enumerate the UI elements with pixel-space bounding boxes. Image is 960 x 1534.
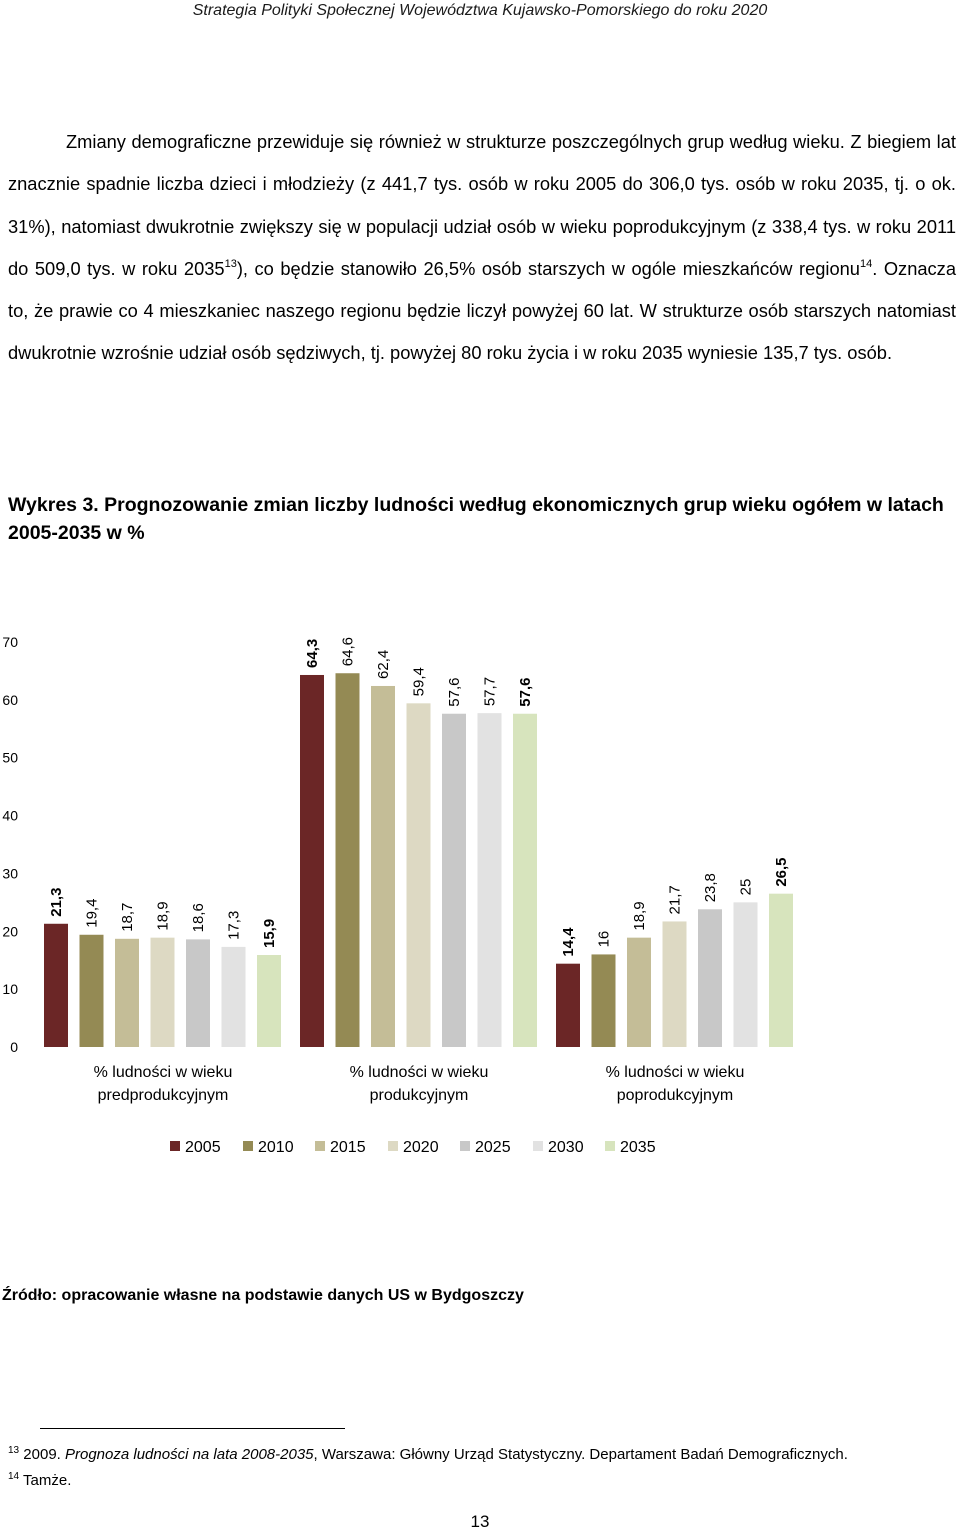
running-header: Strategia Polityki Społecznej Województw…	[192, 2, 768, 19]
bar	[627, 937, 651, 1047]
legend-swatch	[605, 1141, 615, 1151]
bar	[371, 685, 395, 1047]
footnote-13-title: Prognoza ludności na lata 2008-2035	[65, 1446, 314, 1463]
bar	[406, 703, 431, 1047]
source-note: Źródło: opracowanie własne na podstawie …	[2, 1287, 524, 1304]
category-label: % ludności w wieku	[94, 1064, 233, 1081]
bar	[556, 963, 580, 1047]
y-tick-label: 10	[2, 981, 18, 997]
legend-label: 2010	[258, 1139, 294, 1156]
data-label: 57,7	[482, 677, 499, 706]
footnote-13: 13 2009. Prognoza ludności na lata 2008-…	[8, 1440, 908, 1466]
data-label: 21,3	[48, 888, 65, 917]
bar	[477, 713, 502, 1047]
footnote-separator	[40, 1428, 345, 1429]
bar	[733, 902, 758, 1047]
bar	[79, 934, 104, 1047]
bar	[150, 937, 175, 1047]
legend-label: 2025	[475, 1139, 511, 1156]
page-number: 13	[470, 1512, 490, 1531]
bar	[335, 673, 360, 1047]
bar	[698, 909, 722, 1047]
caption-label: Wykres 3.	[8, 494, 99, 516]
bar	[115, 938, 139, 1047]
y-tick-label: 50	[2, 750, 18, 766]
data-label: 64,3	[304, 639, 321, 668]
footnote-13-post: , Warszawa: Główny Urząd Statystyczny. D…	[313, 1446, 848, 1463]
bar	[186, 939, 210, 1047]
footnote-ref-13[interactable]: 13	[224, 257, 237, 270]
data-label: 26,5	[773, 857, 790, 886]
data-label: 21,7	[667, 885, 684, 914]
data-label: 59,4	[411, 667, 428, 696]
y-tick-label: 70	[2, 634, 18, 650]
legend-label: 2005	[185, 1139, 221, 1156]
footnote-14-number: 14	[8, 1471, 20, 1482]
data-label: 23,8	[702, 873, 719, 902]
data-label: 18,9	[631, 901, 648, 930]
category-label: % ludności w wieku	[350, 1064, 489, 1081]
y-tick-label: 30	[2, 865, 18, 881]
paragraph-text-1: Zmiany demograficzne przewiduje się równ…	[8, 131, 956, 279]
legend-swatch	[533, 1141, 543, 1151]
caption-text: Prognozowanie zmian liczby ludności wedł…	[8, 494, 944, 544]
data-label: 18,7	[119, 903, 136, 932]
y-tick-label: 20	[2, 923, 18, 939]
data-label: 57,6	[446, 678, 463, 707]
footnote-14: 14 Tamże.	[8, 1466, 908, 1492]
footnote-14-text: Tamże.	[19, 1472, 72, 1489]
y-tick-label: 40	[2, 808, 18, 824]
legend-swatch	[315, 1141, 325, 1151]
body-paragraph: Zmiany demograficzne przewiduje się równ…	[8, 121, 956, 375]
bar	[221, 946, 246, 1047]
data-label: 18,9	[155, 901, 172, 930]
legend-label: 2035	[620, 1139, 656, 1156]
category-label: % ludności w wieku	[606, 1064, 745, 1081]
bar	[662, 921, 687, 1047]
bar	[300, 674, 324, 1047]
legend-label: 2030	[548, 1139, 584, 1156]
y-tick-label: 60	[2, 692, 18, 708]
paragraph-text-2: ), co będzie stanowiło 26,5% osób starsz…	[236, 257, 860, 279]
legend-swatch	[243, 1141, 253, 1151]
category-label: predprodukcyjnym	[98, 1087, 229, 1104]
paragraph-text-3: . Oznacza to, że prawie co 4 mieszkaniec…	[8, 257, 956, 364]
data-label: 15,9	[261, 919, 278, 948]
legend-label: 2015	[330, 1139, 366, 1156]
data-label: 18,6	[190, 903, 207, 932]
bar	[257, 955, 281, 1047]
bar	[591, 954, 616, 1047]
legend-swatch	[170, 1141, 180, 1151]
legend-label: 2020	[403, 1139, 439, 1156]
data-label: 19,4	[84, 899, 101, 928]
bar	[44, 923, 68, 1047]
bar	[513, 713, 537, 1047]
chart-caption: Wykres 3. Prognozowanie zmian liczby lud…	[8, 491, 948, 547]
category-label: produkcyjnym	[370, 1087, 469, 1104]
footnote-13-number: 13	[8, 1445, 20, 1456]
legend-swatch	[460, 1141, 470, 1151]
footnotes: 13 2009. Prognoza ludności na lata 2008-…	[8, 1440, 908, 1492]
data-label: 17,3	[226, 911, 243, 940]
data-label: 25	[738, 879, 755, 896]
data-label: 14,4	[560, 927, 577, 957]
bar	[442, 713, 466, 1047]
data-label: 16	[596, 931, 613, 948]
category-label: poprodukcyjnym	[617, 1087, 734, 1104]
legend-swatch	[388, 1141, 398, 1151]
footnote-ref-14[interactable]: 14	[859, 257, 873, 270]
data-label: 62,4	[375, 650, 392, 679]
y-tick-label: 0	[10, 1039, 18, 1055]
bar-chart: 01020304050607021,364,314,419,464,61618,…	[2, 634, 793, 1156]
data-label: 57,6	[517, 678, 534, 707]
data-label: 64,6	[340, 637, 357, 666]
bar	[769, 893, 793, 1047]
footnote-13-pre: 2009.	[19, 1446, 65, 1463]
